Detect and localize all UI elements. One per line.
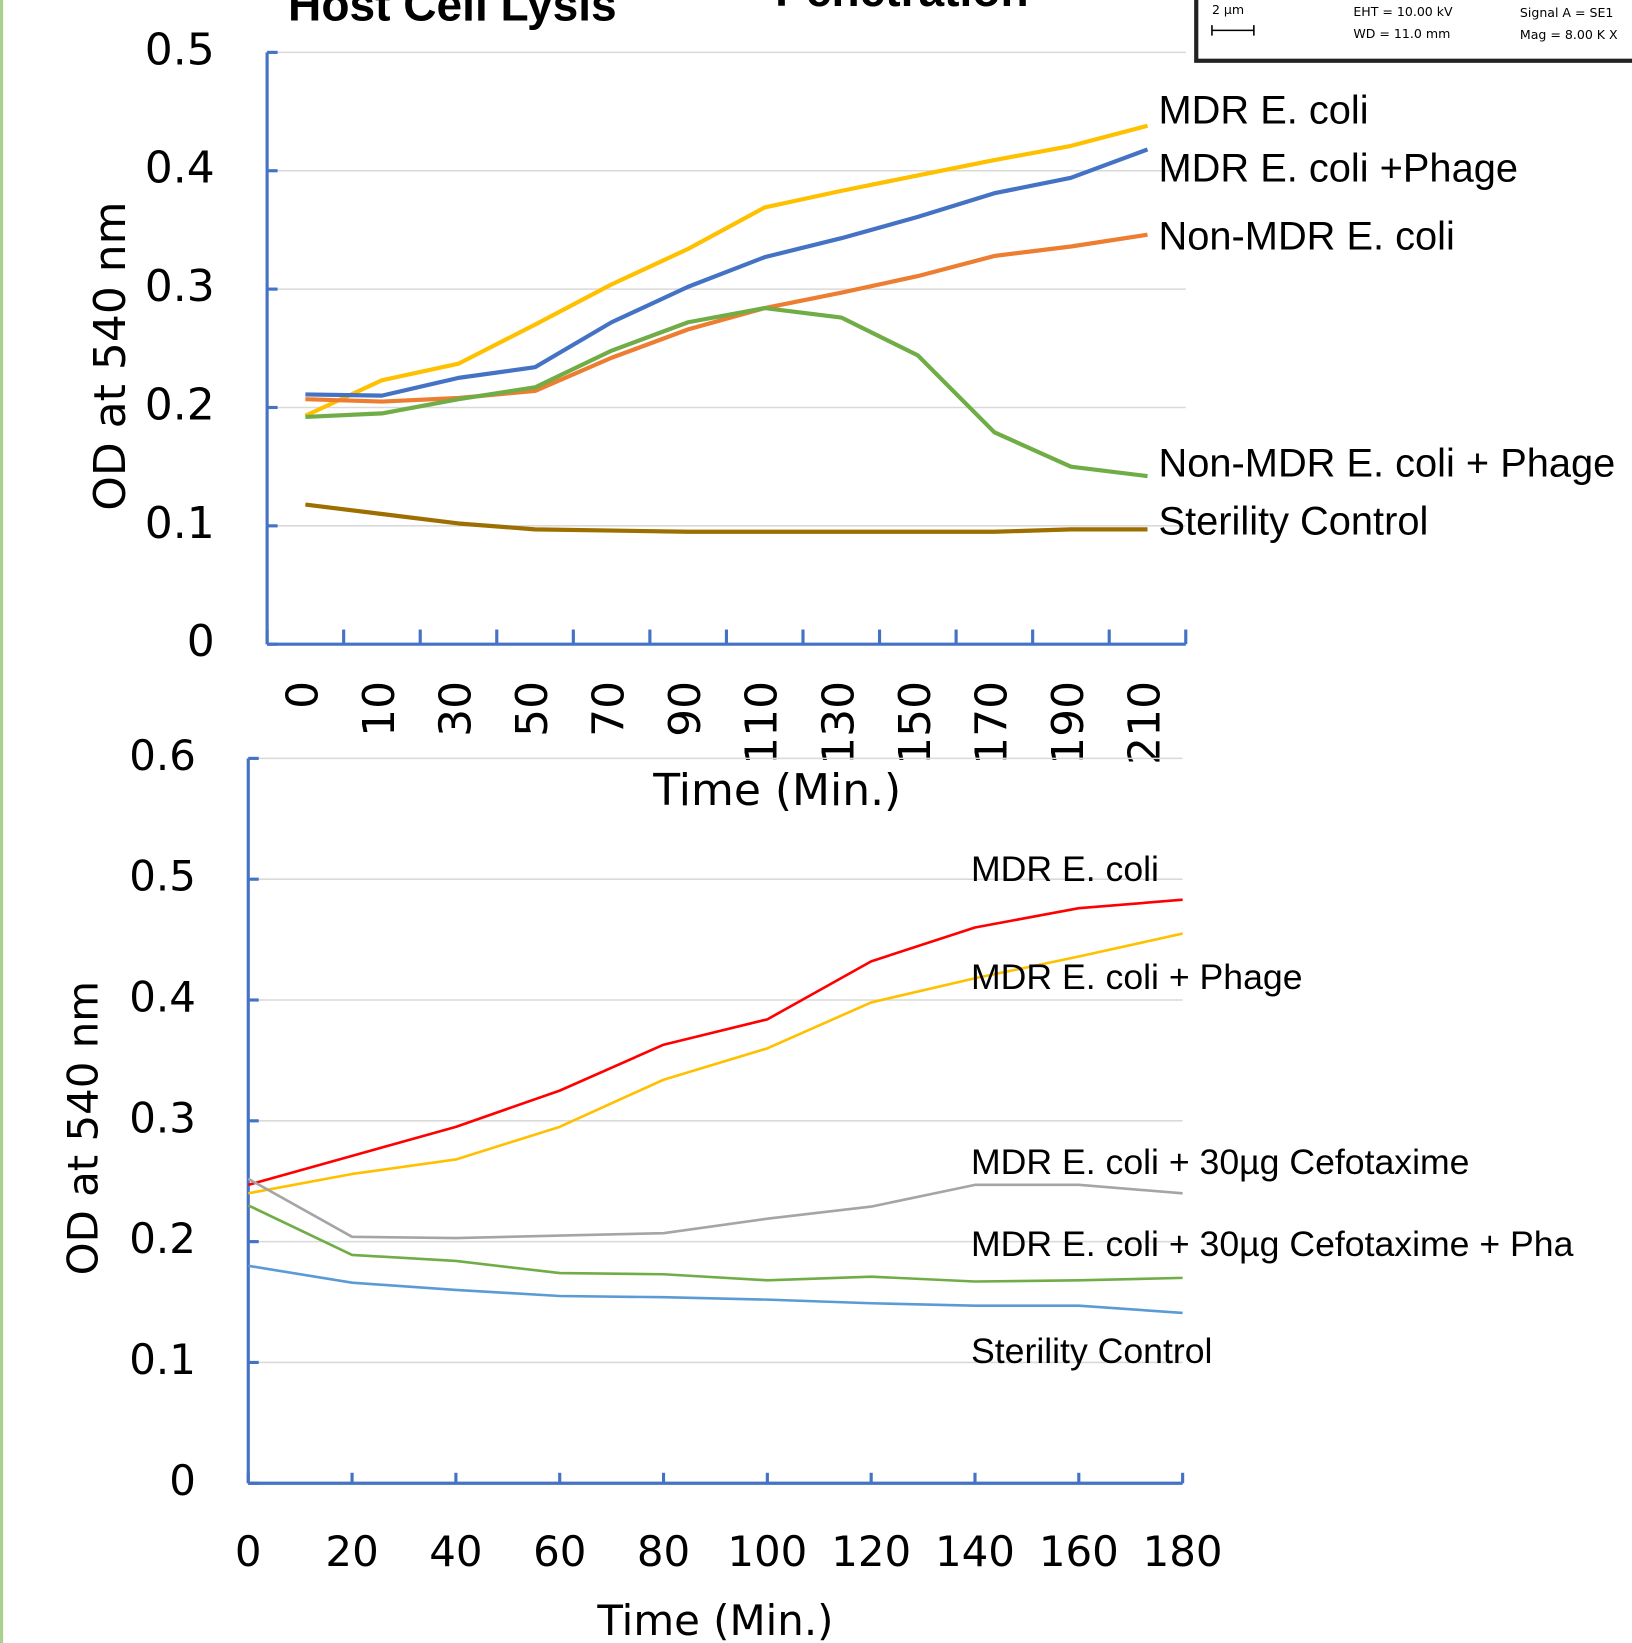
x-tick-label: 120 (831, 1527, 911, 1576)
series-line (247, 1204, 1183, 1283)
y-axis-title: OD at 540 nm (85, 201, 136, 510)
x-tick-label: 40 (429, 1527, 482, 1576)
series-label: Sterility Control (1159, 499, 1429, 543)
series-line (305, 502, 1148, 534)
header-fragment: Penetration (775, 0, 1028, 16)
y-tick-label: 0.5 (145, 24, 215, 75)
series-line (305, 305, 1148, 479)
y-tick-label: 0.1 (129, 1335, 196, 1384)
x-tick-label: 90 (660, 681, 711, 737)
y-tick-label: 0.1 (145, 498, 215, 549)
x-tick-label: 50 (507, 681, 558, 737)
y-axis-title: OD at 540 nm (58, 981, 107, 1275)
y-tick-label: 0.5 (129, 852, 196, 901)
series-line (305, 232, 1148, 404)
series-label: Sterility Control (971, 1331, 1212, 1371)
x-tick-label: 150 (890, 681, 941, 765)
sem-eht: EHT = 10.00 kV (1353, 4, 1453, 19)
series-line (248, 932, 1183, 1195)
x-tick-label: 30 (430, 681, 481, 737)
series-label: Non-MDR E. coli + Phage (1159, 442, 1616, 486)
x-tick-label: 70 (584, 681, 635, 737)
series-label: MDR E. coli +Phage (1159, 146, 1518, 190)
sem-info-box (1194, 0, 1632, 63)
series-label: MDR E. coli (971, 849, 1159, 889)
y-tick-label: 0.4 (145, 143, 215, 194)
y-tick-label: 0.3 (145, 261, 215, 312)
y-tick-label: 0.4 (129, 973, 196, 1022)
series-line (248, 1264, 1183, 1315)
series-line (305, 147, 1149, 398)
x-tick-label: 210 (1119, 681, 1170, 765)
chart-title: Host Cell Lysis (288, 0, 617, 31)
y-tick-label: 0 (187, 616, 215, 667)
x-tick-label: 20 (325, 1527, 378, 1576)
sem-mag: Mag = 8.00 K X (1520, 27, 1618, 42)
x-tick-label: 190 (1043, 681, 1094, 765)
sem-scale: 2 µm (1212, 2, 1244, 17)
series-line (247, 898, 1183, 1187)
series-line (304, 123, 1149, 418)
scale-bar (1211, 25, 1255, 36)
x-tick-label: 10 (354, 681, 405, 737)
sem-wd: WD = 11.0 mm (1353, 26, 1450, 41)
x-tick-label: 160 (1039, 1527, 1119, 1576)
x-tick-label: 80 (637, 1527, 690, 1576)
x-axis-title: Time (Min.) (652, 765, 901, 816)
y-tick-label: 0.6 (129, 731, 196, 780)
series-label: MDR E. coli + 30µg Cefotaxime (971, 1142, 1469, 1182)
x-tick-label: 60 (533, 1527, 586, 1576)
sem-signal: Signal A = SE1 (1520, 5, 1613, 20)
series-label: MDR E. coli + Phage (971, 957, 1303, 997)
x-tick-label: 0 (277, 681, 328, 709)
x-tick-label: 100 (727, 1527, 807, 1576)
x-tick-label: 110 (737, 681, 788, 765)
border-stripe (0, 0, 4, 1643)
x-axis-title: Time (Min.) (596, 1596, 833, 1643)
series-label: MDR E. coli (1159, 89, 1369, 133)
series-line (247, 1177, 1183, 1240)
series-label: MDR E. coli + 30µg Cefotaxime + Pha (971, 1224, 1574, 1264)
x-tick-label: 170 (966, 681, 1017, 765)
x-tick-label: 140 (935, 1527, 1015, 1576)
x-tick-label: 0 (235, 1527, 262, 1576)
series-label: Non-MDR E. coli (1159, 214, 1455, 258)
x-tick-label: 180 (1143, 1527, 1223, 1576)
y-tick-label: 0.3 (129, 1093, 196, 1142)
y-tick-label: 0.2 (145, 379, 215, 430)
y-tick-label: 0 (169, 1456, 196, 1505)
x-tick-label: 130 (813, 681, 864, 765)
y-tick-label: 0.2 (129, 1214, 196, 1263)
